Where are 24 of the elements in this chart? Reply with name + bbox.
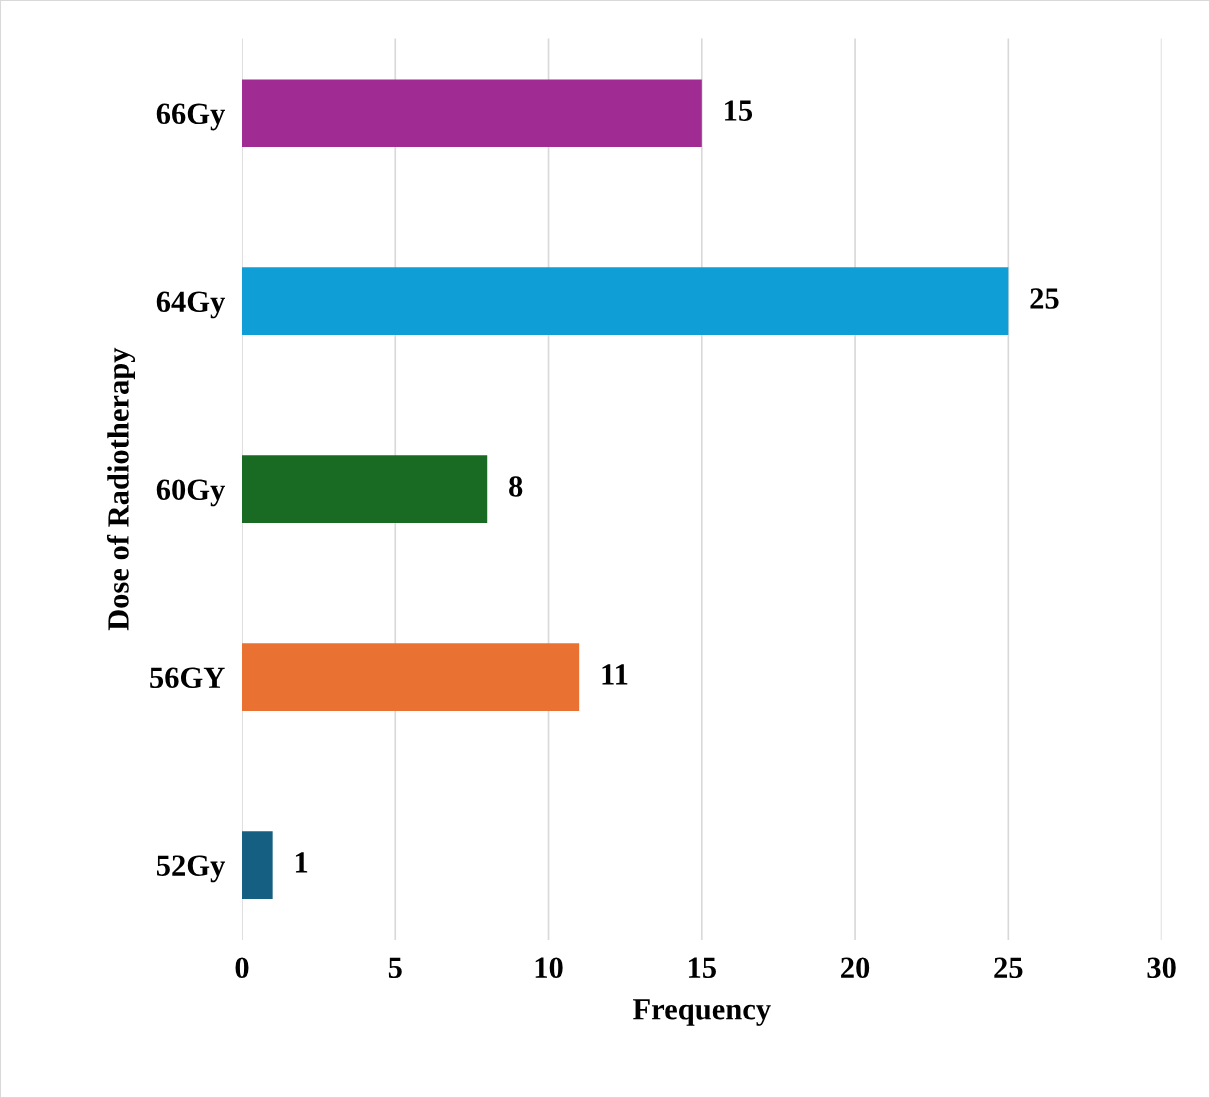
y-axis-title: Dose of Radiotherapy — [106, 347, 136, 631]
x-tick-label: 0 — [235, 957, 249, 979]
x-tick-label: 5 — [388, 957, 402, 979]
x-tick-label: 30 — [1147, 957, 1176, 979]
x-tick-label: 20 — [841, 957, 870, 979]
y-tick-label: 64Gy — [156, 291, 226, 319]
x-tick-label: 15 — [688, 957, 716, 979]
data-label: 1 — [295, 852, 308, 873]
data-label: 15 — [725, 100, 753, 121]
data-label: 25 — [1030, 288, 1059, 309]
y-tick-label: 60Gy — [156, 479, 226, 507]
x-axis-title: Frequency — [633, 999, 771, 1026]
bar — [242, 267, 1009, 336]
y-tick-label: 56GY — [150, 667, 225, 689]
bar — [242, 455, 488, 523]
x-tick-label: 10 — [535, 957, 563, 979]
data-label: 11 — [602, 664, 628, 685]
bar — [242, 643, 580, 711]
y-tick-label: 66Gy — [156, 103, 226, 131]
x-tick-label: 25 — [994, 957, 1023, 979]
y-tick-label: 52Gy — [156, 855, 226, 883]
data-label: 8 — [509, 476, 523, 497]
bar — [242, 79, 702, 148]
bar — [242, 831, 273, 899]
